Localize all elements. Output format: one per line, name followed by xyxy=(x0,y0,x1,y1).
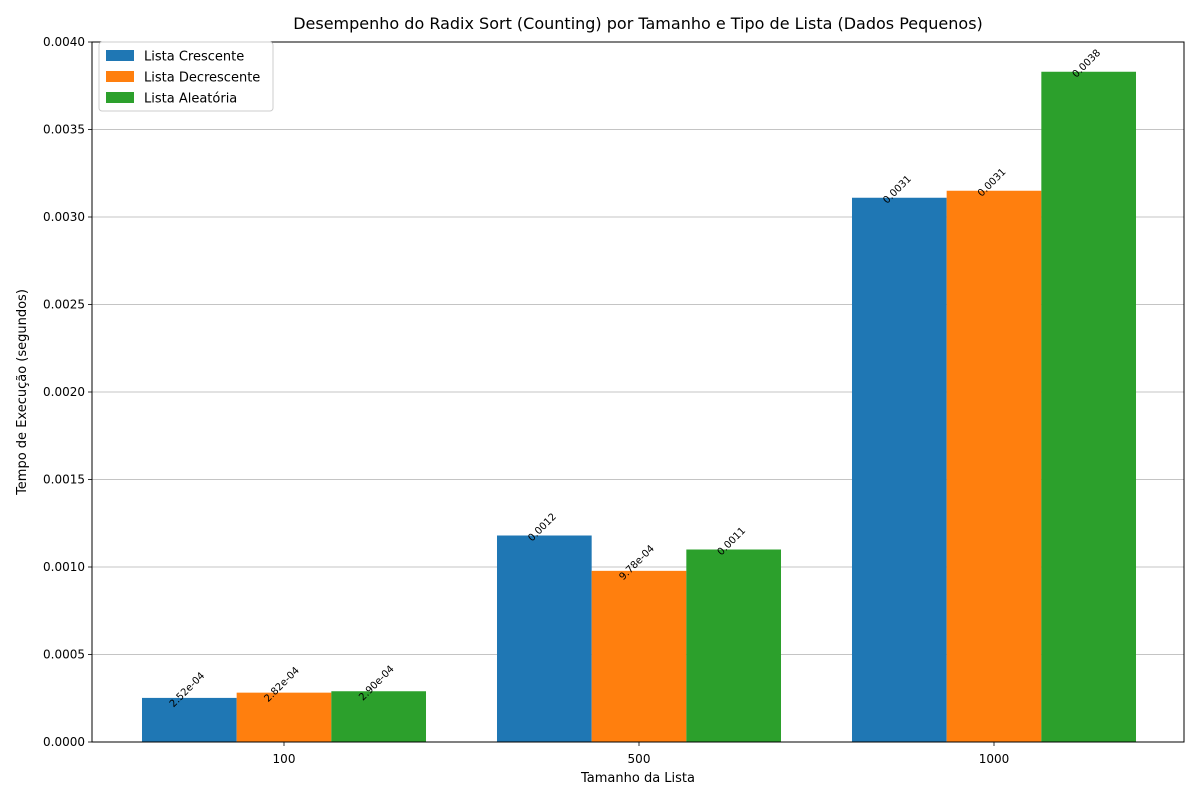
x-tick-label: 100 xyxy=(273,752,296,766)
y-tick-label: 0.0010 xyxy=(43,560,85,574)
legend-label: Lista Decrescente xyxy=(144,71,260,86)
y-tick-label: 0.0025 xyxy=(43,298,85,312)
y-tick-label: 0.0005 xyxy=(43,648,85,662)
bar-lista-decrescente-1000 xyxy=(946,190,1042,742)
legend-box xyxy=(98,41,274,112)
bars xyxy=(141,71,1137,742)
bar-lista-aleatória-100 xyxy=(331,691,427,742)
bar-lista-crescente-500 xyxy=(496,535,592,742)
bar-lista-decrescente-500 xyxy=(591,570,687,742)
chart-title: Desempenho do Radix Sort (Counting) por … xyxy=(293,14,983,33)
bar-lista-crescente-100 xyxy=(141,697,237,742)
y-tick-label: 0.0030 xyxy=(43,210,85,224)
legend-swatch xyxy=(106,71,134,82)
legend-swatch xyxy=(106,92,134,103)
x-axis-ticks: 100 500 1000 xyxy=(273,742,1010,766)
bar-lista-decrescente-100 xyxy=(236,692,332,742)
y-tick-label: 0.0015 xyxy=(43,473,85,487)
y-tick-label: 0.0035 xyxy=(43,123,85,137)
x-tick-label: 500 xyxy=(628,752,651,766)
y-tick-label: 0.0000 xyxy=(43,735,85,749)
bar-lista-aleatória-500 xyxy=(686,549,782,742)
y-tick-label: 0.0020 xyxy=(43,385,85,399)
legend-label: Lista Crescente xyxy=(144,50,244,65)
legend: Lista Crescente Lista Decrescente Lista Al… xyxy=(98,41,274,112)
y-axis-ticks: 0.0000 0.0005 0.0010 0.0015 0.0020 0.0025 0.00… xyxy=(43,35,92,749)
y-axis-label: Tempo de Execução (segundos) xyxy=(15,289,30,496)
legend-swatch xyxy=(106,50,134,61)
x-axis-label: Tamanho da Lista xyxy=(580,771,695,786)
bar-lista-crescente-1000 xyxy=(851,197,947,742)
bar-lista-aleatória-1000 xyxy=(1041,71,1137,742)
legend-label: Lista Aleatória xyxy=(144,92,237,107)
y-tick-label: 0.0040 xyxy=(43,35,85,49)
x-tick-label: 1000 xyxy=(979,752,1010,766)
